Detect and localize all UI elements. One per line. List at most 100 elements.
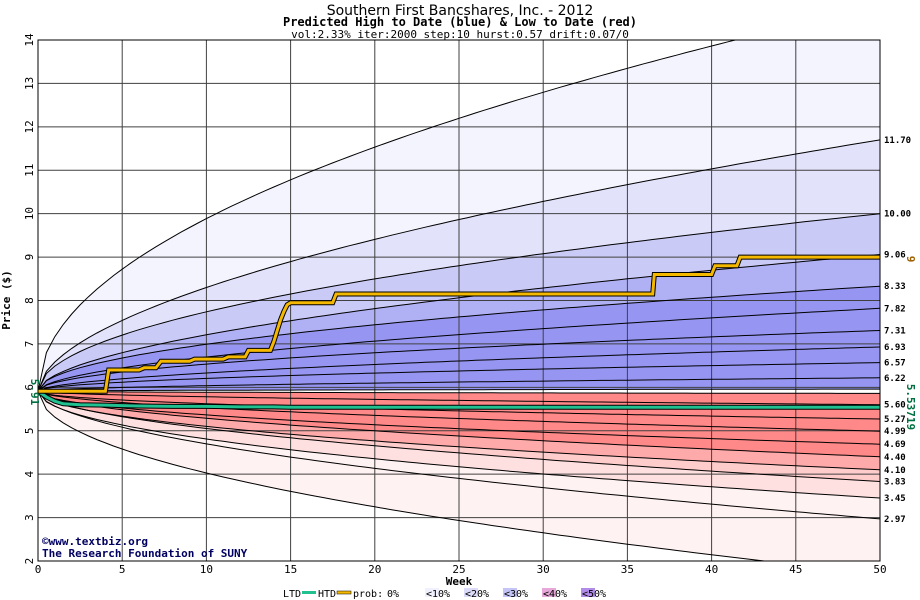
lower-quantile-line: [38, 390, 880, 520]
upper-quantile-line: [38, 362, 880, 392]
legend-ltd-swatch: [302, 591, 316, 594]
y-tick-label: 8: [23, 297, 36, 304]
quantile-end-label: 5.60: [884, 401, 906, 411]
credit-url: ©www.textbiz.org: [42, 535, 148, 548]
quantile-end-label: 6.57: [884, 359, 906, 369]
x-tick-label: 30: [537, 563, 550, 576]
x-tick-label: 45: [789, 563, 802, 576]
quantile-end-label: 3.83: [884, 478, 906, 488]
lower-quantile-line: [38, 390, 880, 394]
x-tick-label: 15: [284, 563, 297, 576]
upper-band: [38, 254, 880, 392]
legend-prob-label-item: 0%: [387, 589, 399, 600]
upper-band: [38, 308, 880, 392]
legend-prob-label-item: <30%: [504, 589, 528, 600]
y-tick-label: 5: [23, 427, 36, 434]
plot-frame: [37, 39, 881, 562]
x-tick-label: 25: [452, 563, 465, 576]
y-tick-label: 6: [23, 384, 36, 391]
y-axis-label: Price ($): [0, 270, 13, 330]
quantile-end-label: 6.93: [884, 343, 906, 353]
y-tick-label: 13: [23, 77, 36, 90]
lower-quantile-line: [38, 390, 880, 406]
quantile-end-labels: 11.70 10.00 9.06 8.33 7.82 7.31 6.93 6.57 6.22 5.…: [884, 136, 911, 525]
y-tick-label: 4: [23, 470, 36, 477]
quantile-end-label: 8.33: [884, 282, 906, 292]
start-value-label: 5.91: [28, 379, 41, 406]
upper-quantile-line: [38, 254, 880, 392]
lower-quantile-line: [38, 390, 769, 561]
legend-prob-swatch: [581, 588, 595, 597]
upper-quantile-line: [38, 346, 880, 392]
upper-quantile-line: [38, 330, 880, 392]
upper-band: [38, 213, 880, 392]
upper-quantile-line: [38, 285, 880, 392]
quantile-end-label: 11.70: [884, 136, 911, 146]
x-tick-label: 10: [200, 563, 213, 576]
lower-quantile-line: [38, 390, 880, 445]
quantile-end-label: 7.82: [884, 304, 906, 314]
upper-band: [38, 286, 880, 392]
chart-subtitle: Predicted High to Date (blue) & Low to D…: [282, 15, 637, 29]
legend-prob-swatch: [464, 588, 478, 597]
x-tick-label: 0: [35, 563, 42, 576]
quantile-end-label: 4.69: [884, 440, 906, 450]
legend-prob-swatch: [542, 588, 556, 597]
credit-org: The Research Foundation of SUNY: [42, 547, 248, 560]
legend-prob-swatch: [503, 588, 517, 597]
y-tick-label: 11: [23, 164, 36, 177]
lower-quantile-line: [38, 390, 880, 482]
quantile-end-label: 4.99: [884, 427, 906, 437]
quantile-end-label: 2.97: [884, 515, 906, 525]
legend-prob-label-item: <40%: [543, 589, 567, 600]
y-tick-label: 9: [23, 254, 36, 261]
x-axis-label: Week: [446, 575, 473, 588]
quantile-end-label: 4.10: [884, 466, 906, 476]
x-tick-label: 5: [119, 563, 126, 576]
lower-band: [38, 391, 880, 561]
x-tick-label: 50: [873, 563, 886, 576]
current-low-label: 5.53719: [904, 384, 917, 430]
quantile-lines: [38, 40, 880, 561]
legend-prob-label: prob:: [353, 589, 383, 600]
ltd-line: [38, 389, 880, 409]
legend-prob-swatch: [425, 588, 439, 597]
x-tick-label: 20: [368, 563, 381, 576]
current-high-label: 9: [904, 256, 917, 263]
legend-prob-label-item: <20%: [465, 589, 489, 600]
legend-htd-label: HTD: [318, 589, 336, 600]
chart-title: Southern First Bancshares, Inc. - 2012: [326, 3, 594, 19]
lower-quantile-line: [38, 390, 880, 471]
htd-line: [38, 255, 880, 393]
upper-quantile-line: [38, 139, 880, 392]
legend-ltd-label: LTD: [283, 589, 301, 600]
x-tick-label: 35: [621, 563, 634, 576]
upper-quantile-line: [38, 388, 880, 392]
quantile-end-label: 5.27: [884, 415, 906, 425]
quantile-end-label: 10.00: [884, 210, 911, 220]
y-tick-label: 10: [23, 207, 36, 220]
quantile-end-label: 9.06: [884, 250, 906, 260]
y-tick-label: 12: [23, 120, 36, 133]
lower-band: [38, 391, 880, 470]
legend-prob-label-item: <50%: [582, 589, 606, 600]
quantile-end-label: 7.31: [884, 326, 906, 336]
legend-prob-swatch: [386, 588, 400, 597]
lower-quantile-line: [38, 390, 880, 420]
y-tick-label: 2: [23, 558, 36, 565]
upper-quantile-line: [38, 40, 738, 392]
legend-htd-swatch: [336, 590, 352, 595]
x-tick-label: 40: [705, 563, 718, 576]
upper-quantile-line: [38, 213, 880, 392]
y-tick-label: 3: [23, 514, 36, 521]
lower-quantile-line: [38, 390, 880, 458]
lower-band: [38, 391, 880, 498]
chart-parameters: vol:2.33% iter:2000 step:10 hurst:0.57 d…: [291, 28, 629, 41]
lower-band: [38, 391, 880, 457]
lower-quantile-line: [38, 390, 880, 499]
series: [38, 254, 880, 410]
quantile-end-label: 3.45: [884, 494, 906, 504]
legend-prob-label-item: <10%: [426, 589, 450, 600]
